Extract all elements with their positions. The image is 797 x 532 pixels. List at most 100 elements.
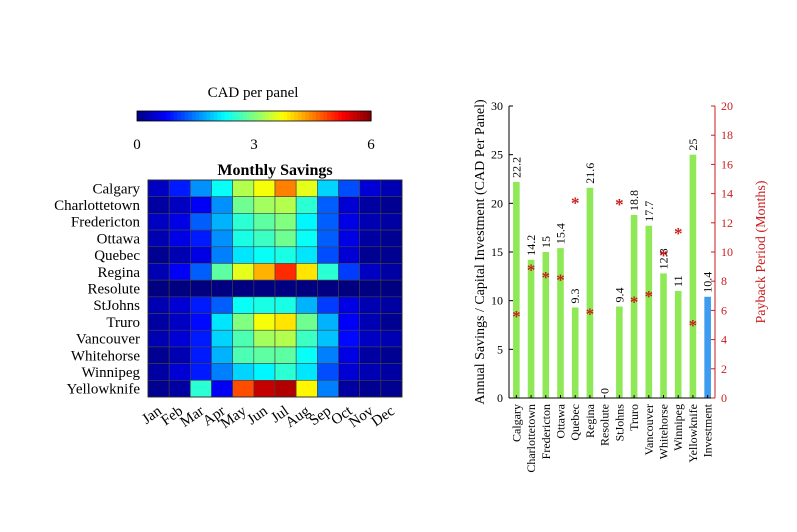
- heatmap-row-label: Yellowknife: [67, 382, 141, 398]
- heatmap-cell: [232, 213, 255, 231]
- colorbar-segment: [184, 111, 189, 121]
- heatmap-cell: [253, 279, 276, 298]
- bar-category-label: Ottawa: [554, 403, 568, 438]
- colorbar-segment: [144, 111, 149, 121]
- heatmap-cell: [317, 296, 339, 314]
- bar-category-label: Regina: [583, 403, 597, 438]
- colorbar-segment: [188, 111, 193, 121]
- heatmap-cell: [380, 196, 403, 214]
- heatmap-cell: [274, 279, 297, 298]
- colorbar-segment: [210, 111, 215, 121]
- heatmap-cell: [359, 246, 382, 264]
- heatmap-cell: [211, 329, 233, 348]
- colorbar-segment: [279, 111, 284, 121]
- heatmap-cell: [190, 296, 212, 314]
- heatmap-cell: [211, 263, 233, 281]
- bar-data-label: 9.3: [568, 288, 582, 303]
- heatmap-cell: [190, 380, 212, 398]
- heatmap-cell: [359, 296, 382, 314]
- payback-marker: *: [586, 304, 595, 323]
- colorbar-segment: [206, 111, 211, 121]
- right-tick-label: 12: [721, 216, 733, 230]
- heatmap-cell: [338, 279, 360, 298]
- payback-marker: *: [689, 316, 698, 335]
- heatmap-cell: [338, 179, 360, 197]
- bar-data-label: 15: [539, 236, 553, 248]
- bar: [557, 248, 564, 398]
- colorbar-segment: [202, 111, 208, 121]
- heatmap-cell: [253, 313, 276, 331]
- colorbar-segment: [250, 111, 255, 121]
- right-axis-label: Payback Period (Months): [754, 180, 769, 323]
- bar-series: [513, 154, 711, 398]
- heatmap-cell: [232, 296, 255, 314]
- heatmap-cell: [147, 363, 170, 381]
- heatmap-cell: [253, 229, 276, 248]
- heatmap-cell: [359, 329, 382, 348]
- heatmap-cell: [211, 279, 233, 298]
- payback-marker: *: [542, 268, 551, 287]
- colorbar-segment: [254, 111, 259, 121]
- heatmap-cell: [274, 179, 297, 197]
- colorbar-segment: [312, 111, 317, 121]
- bar: [513, 181, 520, 398]
- heatmap-cell: [359, 313, 382, 331]
- left-tick-label: 10: [491, 294, 503, 308]
- heatmap-cell: [317, 246, 339, 264]
- heatmap-cell: [380, 229, 403, 248]
- heatmap-cell: [317, 196, 339, 214]
- heatmap-cell: [232, 329, 255, 348]
- heatmap-cell: [380, 213, 403, 231]
- heatmap-cell: [190, 213, 212, 231]
- bar-category-label: Winnipeg: [671, 404, 685, 451]
- right-tick-label: 8: [721, 274, 727, 288]
- heatmap-cell: [295, 363, 318, 381]
- bar-data-label: 25: [686, 139, 700, 151]
- right-tick-label: 16: [721, 157, 733, 171]
- colorbar-label: CAD per panel: [208, 85, 299, 101]
- heatmap-cells: [147, 179, 403, 398]
- heatmap-cell: [338, 196, 360, 214]
- heatmap-cell: [253, 179, 276, 197]
- heatmap-cell: [147, 329, 170, 348]
- heatmap-cell: [168, 196, 191, 214]
- bar: [586, 187, 594, 398]
- heatmap-cell: [147, 246, 170, 264]
- right-tick-label: 6: [721, 303, 727, 317]
- bar: [645, 225, 653, 398]
- heatmap-title: Monthly Savings: [217, 162, 332, 179]
- colorbar-segment: [191, 111, 197, 121]
- heatmap-cell: [295, 380, 318, 398]
- colorbar-segment: [232, 111, 237, 121]
- heatmap-cell: [211, 196, 233, 214]
- heatmap-cell: [274, 229, 297, 248]
- heatmap-cell: [338, 313, 360, 331]
- heatmap-cell: [168, 346, 191, 364]
- heatmap-cell: [147, 313, 170, 331]
- heatmap-cell: [232, 346, 255, 364]
- heatmap-cell: [317, 380, 339, 398]
- heatmap-row-label: Fredericton: [71, 215, 141, 231]
- bar-category-label: Investment: [701, 403, 715, 457]
- heatmap-cell: [359, 279, 382, 298]
- heatmap-cell: [147, 380, 170, 398]
- heatmap-cell: [232, 313, 255, 331]
- colorbar-segment: [294, 111, 299, 121]
- colorbar-segment: [290, 111, 295, 121]
- heatmap-cell: [190, 229, 212, 248]
- heatmap-row-label: Quebec: [94, 248, 140, 264]
- heatmap-cell: [147, 296, 170, 314]
- heatmap-cell: [253, 363, 276, 381]
- colorbar-segment: [272, 111, 277, 121]
- heatmap-cell: [295, 213, 318, 231]
- heatmap-cell: [380, 313, 403, 331]
- heatmap-cell: [232, 196, 255, 214]
- heatmap-cell: [168, 363, 191, 381]
- heatmap-cell: [274, 313, 297, 331]
- right-tick-label: 14: [721, 187, 733, 201]
- heatmap-cell: [338, 346, 360, 364]
- heatmap-row-label: Ottawa: [97, 231, 141, 247]
- bar-data-label: 9.4: [612, 288, 626, 303]
- bar-category-labels: Calgary Charlottetown Fredericton Ottawa Que…: [509, 395, 715, 473]
- heatmap-cell: [317, 329, 339, 348]
